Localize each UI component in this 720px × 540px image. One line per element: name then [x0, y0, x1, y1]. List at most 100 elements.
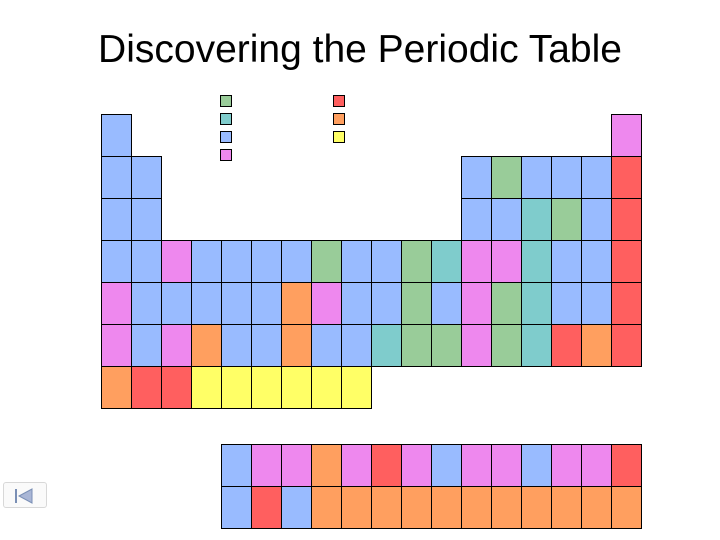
element-cell [461, 324, 492, 367]
element-cell [131, 240, 162, 283]
f-element-cell [251, 486, 282, 529]
element-cell [551, 324, 582, 367]
f-element-cell [281, 486, 312, 529]
element-cell [101, 324, 132, 367]
legend-swatch [333, 113, 345, 125]
f-element-cell [311, 486, 342, 529]
element-cell [551, 282, 582, 325]
f-element-cell [551, 444, 582, 487]
element-cell [611, 198, 642, 241]
element-cell [281, 240, 312, 283]
element-cell [461, 282, 492, 325]
element-cell [581, 156, 612, 199]
element-cell [461, 198, 492, 241]
element-cell [131, 282, 162, 325]
element-cell [371, 240, 402, 283]
element-cell [131, 366, 162, 409]
element-cell [341, 324, 372, 367]
f-element-cell [551, 486, 582, 529]
element-cell [221, 366, 252, 409]
element-cell [371, 324, 402, 367]
element-cell [521, 240, 552, 283]
f-element-cell [521, 444, 552, 487]
f-element-cell [281, 444, 312, 487]
element-cell [161, 240, 192, 283]
element-cell [101, 198, 132, 241]
element-cell [581, 324, 612, 367]
element-cell [191, 240, 222, 283]
element-cell [281, 366, 312, 409]
element-cell [221, 282, 252, 325]
element-cell [461, 240, 492, 283]
element-cell [401, 324, 432, 367]
element-cell [611, 240, 642, 283]
element-cell [311, 324, 342, 367]
element-cell [131, 198, 162, 241]
f-element-cell [431, 444, 462, 487]
element-cell [341, 282, 372, 325]
element-cell [581, 240, 612, 283]
element-cell [491, 324, 522, 367]
element-cell [341, 240, 372, 283]
element-cell [311, 366, 342, 409]
element-cell [521, 282, 552, 325]
element-cell [311, 240, 342, 283]
element-cell [101, 282, 132, 325]
back-button[interactable] [3, 482, 47, 508]
f-element-cell [581, 444, 612, 487]
element-cell [491, 282, 522, 325]
element-cell [251, 240, 282, 283]
element-cell [491, 198, 522, 241]
element-cell [611, 114, 642, 157]
element-cell [191, 324, 222, 367]
f-element-cell [581, 486, 612, 529]
element-cell [191, 282, 222, 325]
f-element-cell [401, 444, 432, 487]
page-title: Discovering the Periodic Table [98, 28, 622, 71]
element-cell [551, 240, 582, 283]
element-cell [161, 324, 192, 367]
element-cell [221, 324, 252, 367]
element-cell [281, 324, 312, 367]
legend-swatch [220, 95, 232, 107]
f-element-cell [491, 486, 522, 529]
element-cell [461, 156, 492, 199]
element-cell [101, 156, 132, 199]
element-cell [491, 156, 522, 199]
f-element-cell [371, 444, 402, 487]
legend-swatch [220, 131, 232, 143]
element-cell [431, 324, 462, 367]
element-cell [611, 156, 642, 199]
legend-swatch [220, 113, 232, 125]
f-element-cell [311, 444, 342, 487]
element-cell [161, 282, 192, 325]
f-element-cell [401, 486, 432, 529]
f-element-cell [461, 486, 492, 529]
element-cell [401, 240, 432, 283]
element-cell [551, 198, 582, 241]
f-element-cell [341, 486, 372, 529]
element-cell [311, 282, 342, 325]
f-element-cell [431, 486, 462, 529]
element-cell [341, 366, 372, 409]
element-cell [251, 282, 282, 325]
f-element-cell [221, 486, 252, 529]
back-arrow-icon [15, 488, 33, 504]
element-cell [611, 324, 642, 367]
legend-swatch [333, 95, 345, 107]
element-cell [131, 156, 162, 199]
element-cell [101, 114, 132, 157]
f-element-cell [611, 444, 642, 487]
f-element-cell [371, 486, 402, 529]
element-cell [371, 282, 402, 325]
element-cell [101, 240, 132, 283]
element-cell [101, 366, 132, 409]
element-cell [251, 324, 282, 367]
element-cell [431, 282, 462, 325]
element-cell [581, 282, 612, 325]
f-element-cell [221, 444, 252, 487]
f-element-cell [521, 486, 552, 529]
legend-swatch [333, 131, 345, 143]
element-cell [521, 198, 552, 241]
element-cell [131, 324, 162, 367]
